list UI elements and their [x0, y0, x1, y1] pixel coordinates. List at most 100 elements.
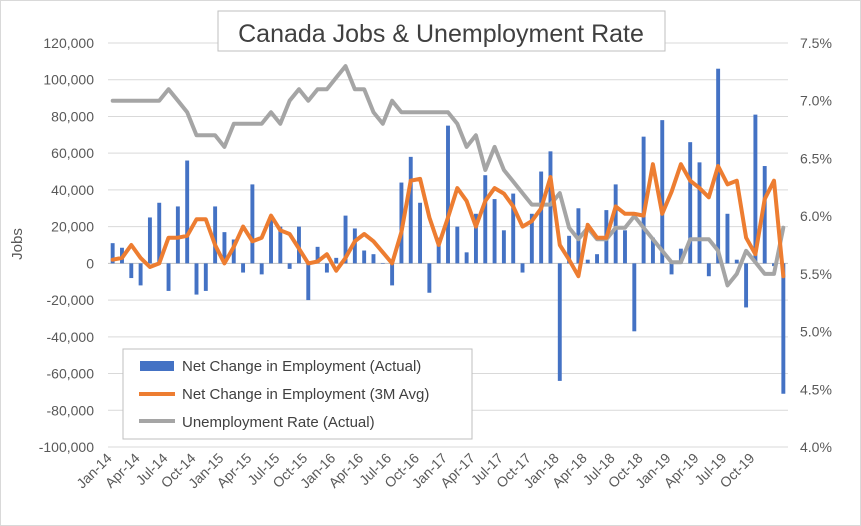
- bar: [623, 230, 627, 264]
- bar: [287, 263, 292, 269]
- chart-title-box: Canada Jobs & Unemployment Rate: [217, 10, 666, 52]
- line-series: [110, 64, 786, 288]
- bar: [781, 263, 786, 394]
- bar: [259, 263, 264, 275]
- bar: [110, 243, 115, 264]
- y-tick-label: -80,000: [47, 402, 95, 418]
- bar: [492, 199, 497, 264]
- bar: [352, 228, 357, 264]
- bar: [213, 206, 218, 264]
- y-tick-label: -40,000: [47, 329, 95, 345]
- y2-tick-label: 6.0%: [800, 208, 832, 224]
- bar: [194, 263, 199, 295]
- bar: [678, 248, 683, 264]
- unemployment-rate-line: [110, 64, 786, 288]
- legend-label-bars: Net Change in Employment (Actual): [182, 358, 421, 375]
- bar: [576, 208, 581, 264]
- bar: [744, 263, 749, 308]
- legend-swatch-bars: [140, 361, 174, 371]
- legend-frame: [122, 348, 473, 440]
- bar: [380, 263, 385, 264]
- bar: [641, 136, 646, 264]
- y-tick-label: 40,000: [51, 182, 94, 198]
- bar: [706, 263, 711, 277]
- y-tick-label: 100,000: [43, 72, 94, 88]
- bar: [734, 259, 739, 264]
- bar-series: [110, 68, 786, 394]
- bar: [725, 213, 730, 264]
- bar: [324, 263, 329, 273]
- bar: [464, 252, 469, 264]
- bar: [175, 206, 180, 264]
- bar: [688, 142, 693, 264]
- bar: [306, 263, 311, 301]
- bar: [455, 226, 460, 264]
- y-tick-label: -60,000: [47, 366, 95, 382]
- bar: [390, 263, 395, 286]
- y-tick-label: 60,000: [51, 145, 94, 161]
- bar: [315, 246, 320, 264]
- y2-tick-label: 5.0%: [800, 324, 832, 340]
- bar: [595, 254, 599, 264]
- bar: [269, 217, 273, 264]
- y-axis-title: Jobs: [9, 228, 26, 260]
- y-tick-label: 20,000: [51, 219, 94, 235]
- bar: [697, 162, 702, 264]
- bar: [753, 114, 758, 264]
- bar: [362, 250, 367, 264]
- bar: [138, 263, 143, 286]
- bar: [418, 202, 423, 264]
- y-tick-label: -20,000: [47, 292, 95, 308]
- bar: [129, 263, 134, 279]
- bar: [278, 226, 283, 264]
- bar: [427, 263, 432, 293]
- bar: [343, 215, 348, 264]
- y-tick-label: 80,000: [51, 108, 94, 124]
- bar: [511, 193, 516, 264]
- bar: [185, 160, 190, 264]
- bar: [529, 213, 534, 264]
- legend-label-rate: Unemployment Rate (Actual): [182, 414, 375, 431]
- bar: [473, 213, 478, 264]
- y2-tick-label: 6.5%: [800, 150, 832, 166]
- bar: [762, 166, 767, 264]
- bar: [147, 217, 152, 264]
- bar: [250, 184, 255, 264]
- bar: [446, 125, 450, 264]
- bar: [241, 263, 246, 273]
- bar: [539, 171, 544, 264]
- y2-tick-label: 7.0%: [800, 93, 832, 109]
- bar: [203, 263, 208, 291]
- chart-title: Canada Jobs & Unemployment Rate: [238, 20, 644, 48]
- bar: [660, 120, 665, 264]
- employment-3m-avg-line: [110, 162, 786, 279]
- bar: [632, 263, 637, 332]
- bar: [613, 184, 618, 264]
- bar: [166, 263, 171, 291]
- y-tick-label: 0: [86, 255, 94, 271]
- bar: [520, 263, 525, 273]
- bar: [222, 232, 227, 264]
- legend-label-avg: Net Change in Employment (3M Avg): [182, 386, 429, 403]
- bar: [501, 230, 506, 264]
- y-tick-label: 120,000: [43, 35, 94, 51]
- bar: [157, 202, 162, 264]
- bar: [557, 263, 562, 381]
- bar: [436, 237, 441, 264]
- bar: [548, 151, 553, 264]
- y-tick-label: -100,000: [39, 439, 94, 455]
- bar: [371, 254, 376, 264]
- y2-tick-label: 5.5%: [800, 266, 832, 282]
- y2-tick-label: 4.5%: [800, 381, 832, 397]
- bar: [408, 156, 413, 264]
- bar: [650, 237, 655, 264]
- bar: [483, 175, 488, 264]
- bar: [231, 239, 236, 264]
- bar: [585, 259, 590, 264]
- y2-tick-label: 7.5%: [800, 35, 832, 51]
- bar: [669, 263, 674, 275]
- y2-tick-label: 4.0%: [800, 439, 832, 455]
- legend: Net Change in Employment (Actual) Net Ch…: [122, 348, 473, 440]
- bar: [567, 235, 572, 264]
